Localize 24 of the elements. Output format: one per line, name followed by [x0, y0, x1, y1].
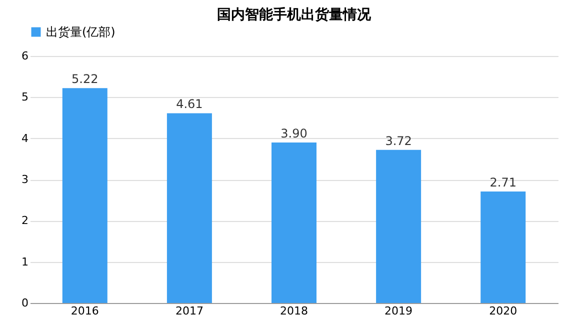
x-tick-label: 2020: [489, 304, 518, 318]
legend-label: 出货量(亿部): [46, 25, 116, 39]
y-tick-label: 5: [22, 90, 28, 104]
x-tick-label: 2018: [280, 304, 308, 318]
y-tick-label: 3: [22, 173, 28, 186]
text: 4.61: [176, 97, 203, 112]
y-tick-label: 2: [22, 214, 28, 228]
bar: [272, 142, 316, 303]
text: 2.71: [490, 175, 516, 190]
bar: [480, 191, 526, 303]
y-tick-label: 6: [22, 50, 28, 62]
y-tick-label: 1: [22, 255, 28, 268]
x-tick-label: 2019: [384, 304, 413, 318]
text: 3.90: [280, 126, 308, 140]
bar: [376, 150, 422, 303]
chart-title: 国内智能手机出货量情况: [217, 6, 372, 23]
y-tick-label: 4: [22, 132, 28, 145]
text: 3.72: [385, 134, 412, 148]
x-tick-label: 2017: [175, 304, 204, 318]
x-tick-label: 2016: [70, 304, 99, 318]
text: 5.22: [72, 72, 98, 86]
bar: [62, 88, 108, 303]
y-tick-label: 0: [22, 296, 28, 310]
bar: [166, 113, 212, 303]
